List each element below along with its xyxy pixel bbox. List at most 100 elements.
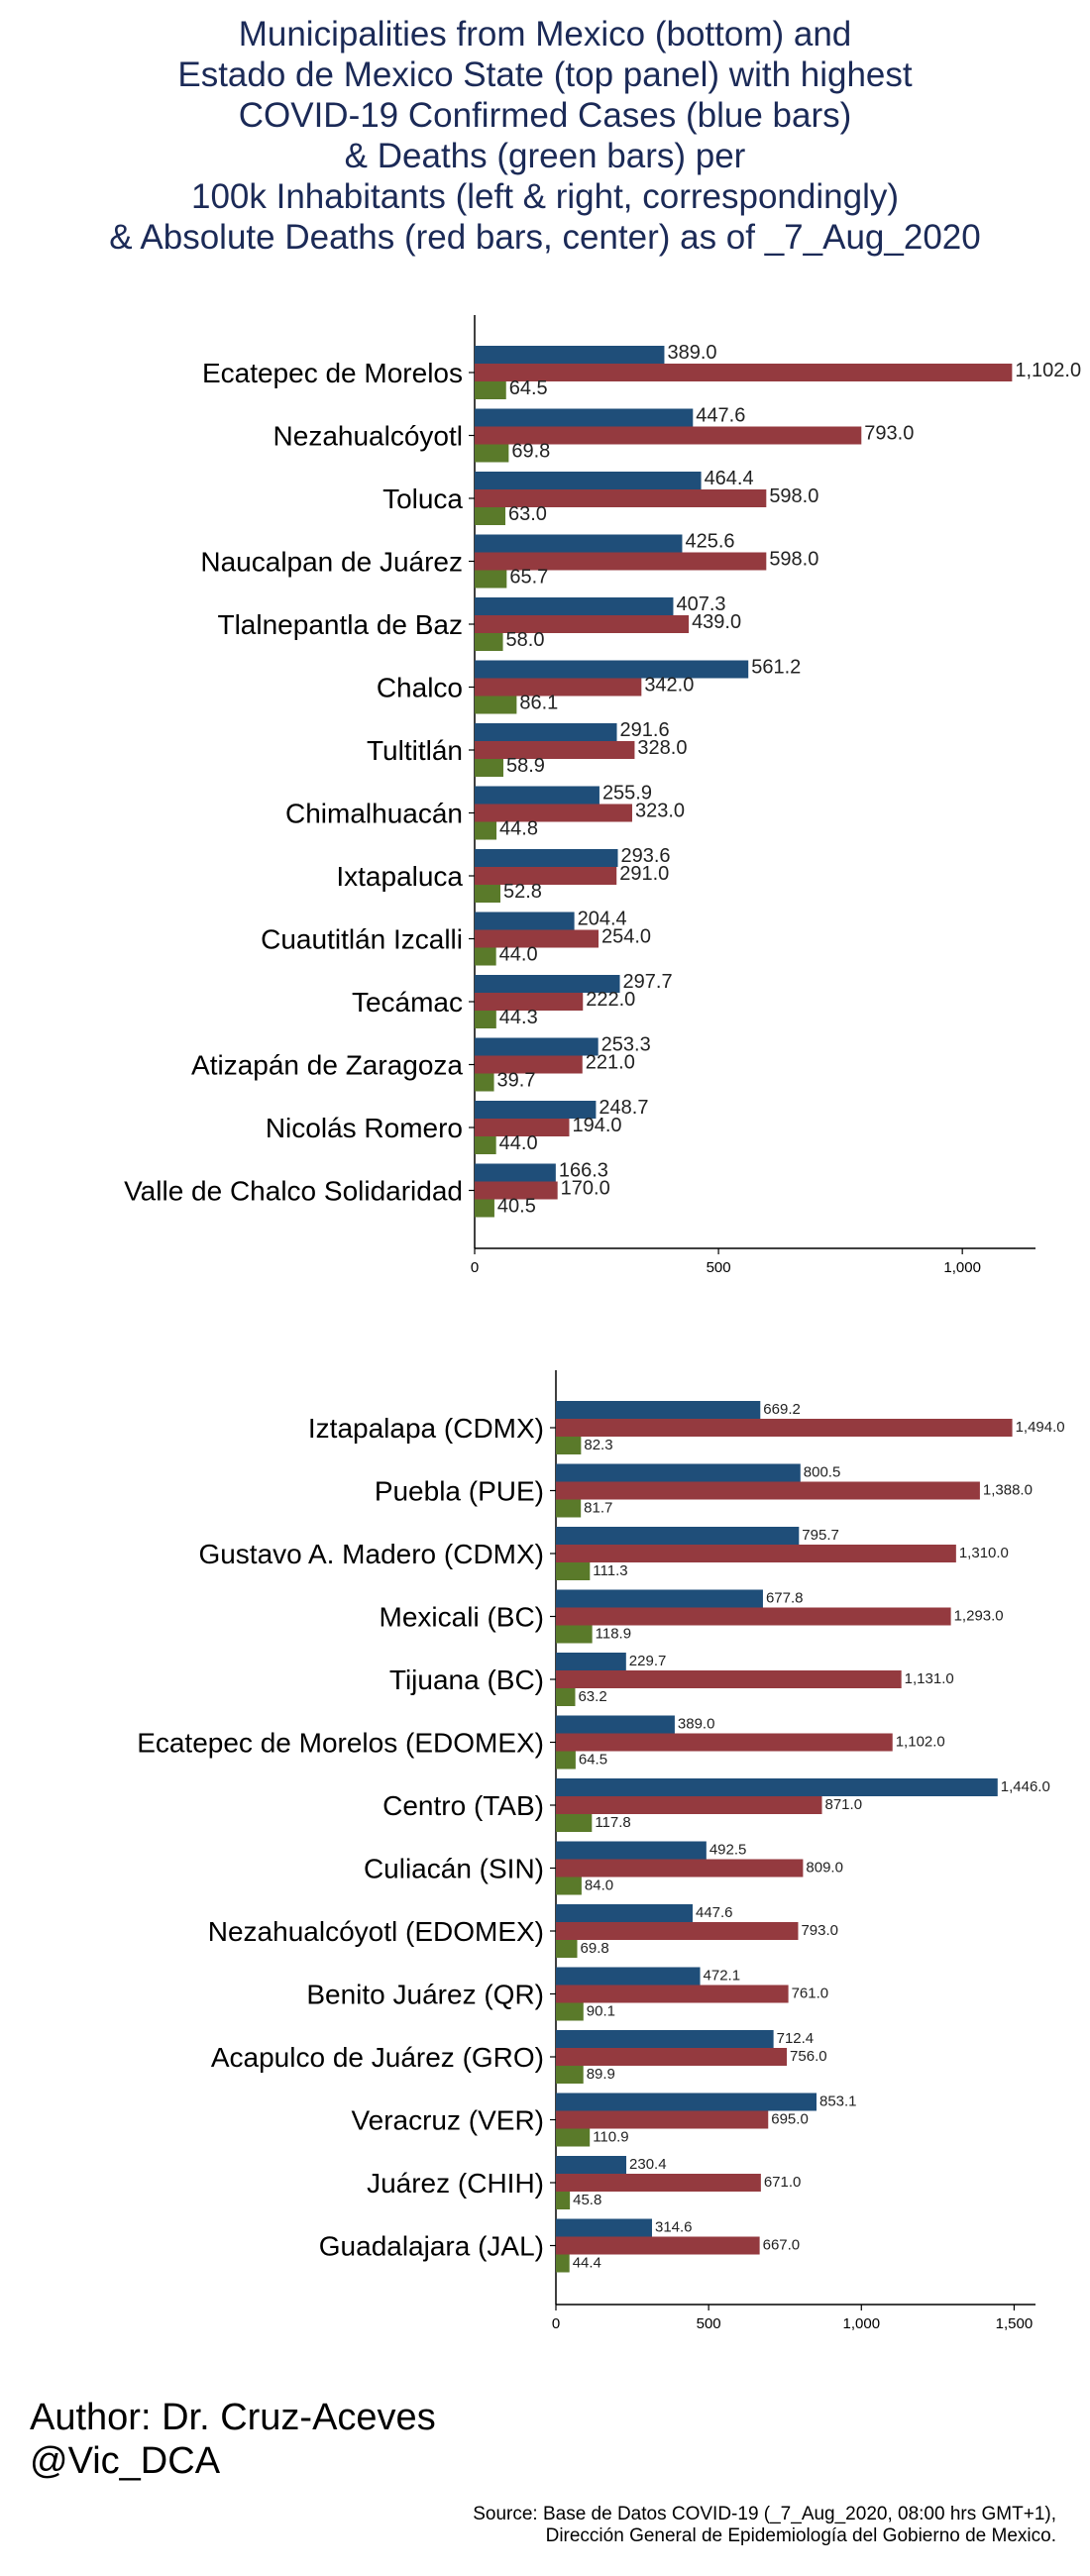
category-label: Tijuana (BC): [389, 1664, 544, 1695]
title-line: & Absolute Deaths (red bars, center) as …: [109, 218, 981, 257]
chart-title: Municipalities from Mexico (bottom) and …: [0, 14, 1090, 258]
category-label: Puebla (PUE): [375, 1476, 544, 1507]
deaths-rate-value-label: 82.3: [584, 1437, 612, 1453]
cases-bar: [475, 786, 600, 805]
cases-bar: [475, 849, 618, 867]
deaths-absolute-bar: [556, 2048, 788, 2066]
deaths-rate-value-label: 64.5: [509, 377, 548, 399]
deaths-absolute-bar: [475, 489, 767, 507]
deaths-absolute-bar: [475, 929, 600, 948]
deaths-absolute-bar: [556, 1670, 902, 1688]
deaths-rate-value-label: 64.5: [579, 1751, 607, 1768]
deaths-rate-value-label: 84.0: [585, 1877, 613, 1893]
deaths-rate-bar: [556, 2254, 570, 2273]
category-label: Toluca: [382, 483, 463, 514]
deaths-absolute-value-label: 809.0: [806, 1859, 843, 1876]
deaths-rate-value-label: 44.8: [499, 817, 538, 839]
category-label: Ixtapaluca: [336, 861, 463, 892]
category-label: Acapulco de Juárez (GRO): [211, 2042, 544, 2073]
category-label: Ecatepec de Morelos: [202, 358, 463, 388]
cases-value-label: 297.7: [623, 971, 673, 993]
cases-value-label: 492.5: [709, 1841, 747, 1858]
cases-bar: [556, 1527, 800, 1545]
deaths-absolute-bar: [475, 804, 632, 822]
cases-value-label: 314.6: [655, 2218, 693, 2235]
cases-value-label: 669.2: [763, 1401, 801, 1418]
deaths-rate-value-label: 39.7: [497, 1069, 536, 1091]
deaths-rate-value-label: 90.1: [587, 2002, 615, 2019]
cases-bar: [475, 723, 617, 741]
bottom-panel-chart: 0 500 1,000 1,500 Iztapalapa (CDMX) 669.2 1,49…: [137, 1370, 1065, 2332]
deaths-absolute-value-label: 671.0: [764, 2174, 802, 2191]
deaths-rate-bar: [475, 696, 517, 714]
cases-bar: [556, 2030, 774, 2048]
deaths-absolute-bar: [556, 2236, 760, 2255]
deaths-absolute-bar: [556, 1419, 1013, 1437]
deaths-rate-bar: [475, 633, 503, 651]
cases-value-label: 561.2: [751, 656, 801, 678]
deaths-rate-value-label: 63.0: [508, 503, 547, 525]
deaths-absolute-bar: [556, 2174, 761, 2192]
deaths-absolute-value-label: 328.0: [637, 737, 687, 759]
deaths-absolute-bar: [556, 2110, 769, 2129]
category-label: Valle de Chalco Solidaridad: [124, 1176, 463, 1207]
cases-bar: [475, 472, 702, 489]
deaths-rate-value-label: 69.8: [511, 440, 550, 462]
cases-bar: [556, 1463, 801, 1482]
category-label: Chalco: [377, 673, 463, 703]
category-label: Iztapalapa (CDMX): [308, 1413, 544, 1444]
category-label: Cuautitlán Izcalli: [261, 924, 463, 955]
cases-bar: [556, 1401, 761, 1419]
author-name: Author: Dr. Cruz-Aceves: [30, 2397, 436, 2438]
deaths-absolute-bar: [556, 1545, 956, 1562]
deaths-rate-value-label: 110.9: [593, 2128, 628, 2145]
cases-value-label: 229.7: [629, 1653, 667, 1669]
deaths-absolute-value-label: 695.0: [771, 2110, 809, 2127]
cases-value-label: 677.8: [766, 1589, 804, 1606]
deaths-rate-bar: [475, 1073, 494, 1092]
deaths-rate-bar: [556, 1751, 576, 1770]
deaths-absolute-value-label: 756.0: [790, 2048, 827, 2065]
deaths-rate-bar: [475, 507, 506, 525]
deaths-absolute-value-label: 1,102.0: [1015, 360, 1081, 381]
deaths-absolute-value-label: 667.0: [763, 2236, 801, 2253]
deaths-absolute-value-label: 254.0: [601, 925, 651, 947]
deaths-absolute-value-label: 194.0: [572, 1115, 621, 1136]
cases-bar: [475, 1101, 597, 1119]
deaths-rate-bar: [556, 1625, 593, 1644]
deaths-absolute-bar: [556, 1733, 893, 1752]
deaths-rate-value-label: 117.8: [595, 1814, 630, 1831]
deaths-rate-bar: [475, 947, 496, 966]
deaths-absolute-value-label: 1,388.0: [983, 1481, 1033, 1498]
deaths-rate-bar: [475, 821, 497, 840]
category-label: Tultitlán: [367, 735, 463, 766]
category-label: Culiacán (SIN): [364, 1854, 544, 1884]
deaths-rate-value-label: 40.5: [497, 1195, 536, 1217]
category-label: Nezahualcóyotl (EDOMEX): [208, 1916, 544, 1947]
author-handle: @Vic_DCA: [30, 2440, 221, 2482]
deaths-rate-value-label: 65.7: [509, 566, 548, 588]
cases-value-label: 166.3: [559, 1159, 608, 1181]
deaths-rate-bar: [475, 570, 507, 589]
cases-bar: [556, 1653, 626, 1670]
deaths-absolute-bar: [475, 993, 584, 1011]
deaths-absolute-value-label: 342.0: [644, 674, 694, 696]
cases-value-label: 1,446.0: [1001, 1778, 1050, 1795]
deaths-rate-bar: [556, 2128, 591, 2147]
deaths-absolute-bar: [475, 552, 767, 571]
x-tick-label: 1,500: [996, 2315, 1034, 2332]
cases-value-label: 795.7: [802, 1527, 839, 1544]
deaths-absolute-bar: [556, 1859, 804, 1878]
deaths-rate-value-label: 63.2: [578, 1688, 606, 1705]
deaths-absolute-bar: [475, 426, 862, 445]
deaths-rate-value-label: 69.8: [581, 1940, 609, 1957]
category-label: Guadalajara (JAL): [319, 2231, 544, 2262]
author-block: Author: Dr. Cruz-Aceves @Vic_DCA: [30, 2396, 436, 2483]
category-label: Benito Juárez (QR): [306, 1980, 544, 2010]
title-line: COVID-19 Confirmed Cases (blue bars): [238, 96, 852, 135]
category-label: Ecatepec de Morelos (EDOMEX): [137, 1728, 544, 1759]
deaths-absolute-value-label: 793.0: [801, 1922, 838, 1939]
cases-bar: [556, 2218, 652, 2237]
category-label: Atizapán de Zaragoza: [191, 1050, 463, 1081]
deaths-absolute-value-label: 170.0: [561, 1177, 610, 1199]
